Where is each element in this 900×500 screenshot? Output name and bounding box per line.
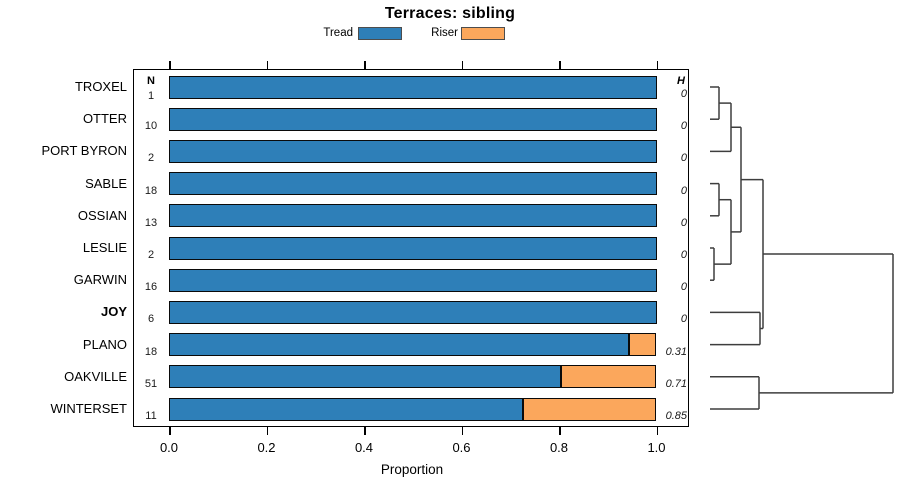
axis-tick-label: 0.2: [257, 440, 276, 455]
h-value: 0: [680, 249, 687, 261]
axis-tick-label: 0.8: [549, 440, 569, 455]
bar-segment-tread: [169, 107, 657, 131]
bar-segment-tread: [169, 75, 657, 99]
bar-segment-tread: [169, 268, 657, 292]
n-column-header: N: [147, 75, 155, 87]
bar-segment-riser: [629, 333, 657, 357]
axis-tick-label: 0.4: [354, 440, 374, 455]
legend-swatch-tread: [358, 27, 402, 40]
row-label-otter: OTTER: [82, 111, 127, 127]
n-value: 6: [147, 313, 155, 326]
row-label-troxel: TROXEL: [74, 79, 127, 94]
axis-tick-top: [656, 61, 658, 69]
row-label-port-byron: PORT BYRON: [41, 143, 127, 159]
legend-swatch-riser: [461, 27, 505, 40]
row-label-oakville: OAKVILLE: [64, 368, 127, 384]
axis-tick-label: 1.0: [647, 440, 666, 455]
row-label-plano: PLANO: [82, 336, 127, 352]
n-value: 18: [144, 345, 158, 358]
n-value: 18: [144, 184, 158, 197]
bar-segment-tread: [169, 139, 657, 163]
axis-tick-bottom: [461, 427, 463, 435]
bar-segment-tread: [169, 300, 657, 324]
chart-title: Terraces: sibling: [384, 5, 516, 22]
row-label-garwin: GARWIN: [73, 272, 127, 288]
h-value: 0: [680, 152, 687, 165]
h-value: 0: [680, 184, 687, 197]
legend-label-tread: Tread: [323, 27, 353, 39]
row-label-sable: SABLE: [85, 175, 127, 191]
h-column-header: H: [677, 75, 685, 87]
n-value: 51: [144, 377, 158, 390]
axis-tick-bottom: [559, 427, 561, 435]
axis-tick-bottom: [656, 427, 658, 435]
bar-segment-tread: [169, 172, 657, 196]
h-value: 0: [680, 281, 687, 294]
n-value: 2: [147, 152, 155, 165]
h-value: 0: [680, 216, 687, 229]
legend-label-riser: Riser: [431, 27, 458, 39]
bar-segment-tread: [169, 397, 524, 421]
bar-segment-tread: [169, 236, 657, 260]
axis-tick-top: [266, 61, 268, 69]
bar-segment-riser: [523, 397, 657, 421]
axis-tick-bottom: [364, 427, 366, 435]
h-value: 0.31: [665, 345, 687, 358]
bar-segment-riser: [560, 365, 657, 389]
row-label-joy: JOY: [100, 304, 127, 320]
row-label-winterset: WINTERSET: [50, 401, 127, 416]
n-value: 16: [144, 281, 158, 294]
row-label-leslie: LESLIE: [82, 240, 127, 255]
row-label-ossian: OSSIAN: [77, 207, 127, 223]
axis-tick-top: [364, 61, 366, 69]
x-axis-title: Proportion: [380, 462, 444, 477]
n-value: 13: [144, 216, 158, 229]
n-value: 1: [147, 90, 155, 102]
axis-tick-top: [169, 61, 171, 69]
bar-segment-tread: [169, 204, 657, 228]
n-value: 11: [145, 410, 157, 422]
bar-segment-tread: [169, 333, 630, 357]
h-value: 0.71: [665, 377, 687, 390]
axis-tick-bottom: [266, 427, 268, 435]
axis-tick-top: [461, 61, 463, 69]
h-value: 0.85: [665, 410, 687, 422]
axis-tick-label: 0.0: [159, 440, 179, 455]
axis-tick-label: 0.6: [452, 440, 471, 455]
n-value: 10: [144, 120, 158, 133]
bar-segment-tread: [169, 365, 561, 389]
axis-tick-top: [559, 61, 561, 69]
axis-tick-bottom: [169, 427, 171, 435]
h-value: 0: [680, 88, 687, 100]
h-value: 0: [680, 120, 687, 133]
h-value: 0: [680, 313, 687, 326]
n-value: 2: [147, 249, 155, 261]
